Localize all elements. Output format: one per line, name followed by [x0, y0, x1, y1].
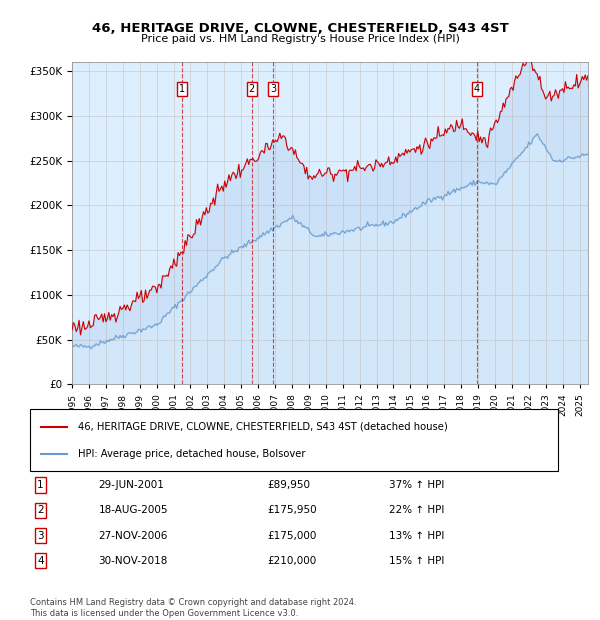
Text: £210,000: £210,000	[268, 556, 317, 565]
Text: 3: 3	[270, 84, 277, 94]
Text: 29-JUN-2001: 29-JUN-2001	[98, 480, 164, 490]
Text: 3: 3	[37, 531, 44, 541]
Text: 18-AUG-2005: 18-AUG-2005	[98, 505, 168, 515]
Text: 15% ↑ HPI: 15% ↑ HPI	[389, 556, 445, 565]
Text: 46, HERITAGE DRIVE, CLOWNE, CHESTERFIELD, S43 4ST (detached house): 46, HERITAGE DRIVE, CLOWNE, CHESTERFIELD…	[77, 422, 447, 432]
Text: This data is licensed under the Open Government Licence v3.0.: This data is licensed under the Open Gov…	[30, 609, 298, 618]
Text: 4: 4	[473, 84, 479, 94]
Text: £175,950: £175,950	[268, 505, 317, 515]
Text: 27-NOV-2006: 27-NOV-2006	[98, 531, 168, 541]
Text: 4: 4	[37, 556, 44, 565]
FancyBboxPatch shape	[30, 409, 558, 471]
Text: 1: 1	[179, 84, 185, 94]
Text: 2: 2	[37, 505, 44, 515]
Text: 30-NOV-2018: 30-NOV-2018	[98, 556, 168, 565]
Text: 46, HERITAGE DRIVE, CLOWNE, CHESTERFIELD, S43 4ST: 46, HERITAGE DRIVE, CLOWNE, CHESTERFIELD…	[92, 22, 508, 35]
Text: £175,000: £175,000	[268, 531, 317, 541]
Text: £89,950: £89,950	[268, 480, 311, 490]
Text: 37% ↑ HPI: 37% ↑ HPI	[389, 480, 445, 490]
Text: 1: 1	[37, 480, 44, 490]
Text: Contains HM Land Registry data © Crown copyright and database right 2024.: Contains HM Land Registry data © Crown c…	[30, 598, 356, 608]
Text: 2: 2	[249, 84, 255, 94]
Text: 22% ↑ HPI: 22% ↑ HPI	[389, 505, 445, 515]
Text: Price paid vs. HM Land Registry's House Price Index (HPI): Price paid vs. HM Land Registry's House …	[140, 34, 460, 44]
Text: HPI: Average price, detached house, Bolsover: HPI: Average price, detached house, Bols…	[77, 449, 305, 459]
Text: 13% ↑ HPI: 13% ↑ HPI	[389, 531, 445, 541]
